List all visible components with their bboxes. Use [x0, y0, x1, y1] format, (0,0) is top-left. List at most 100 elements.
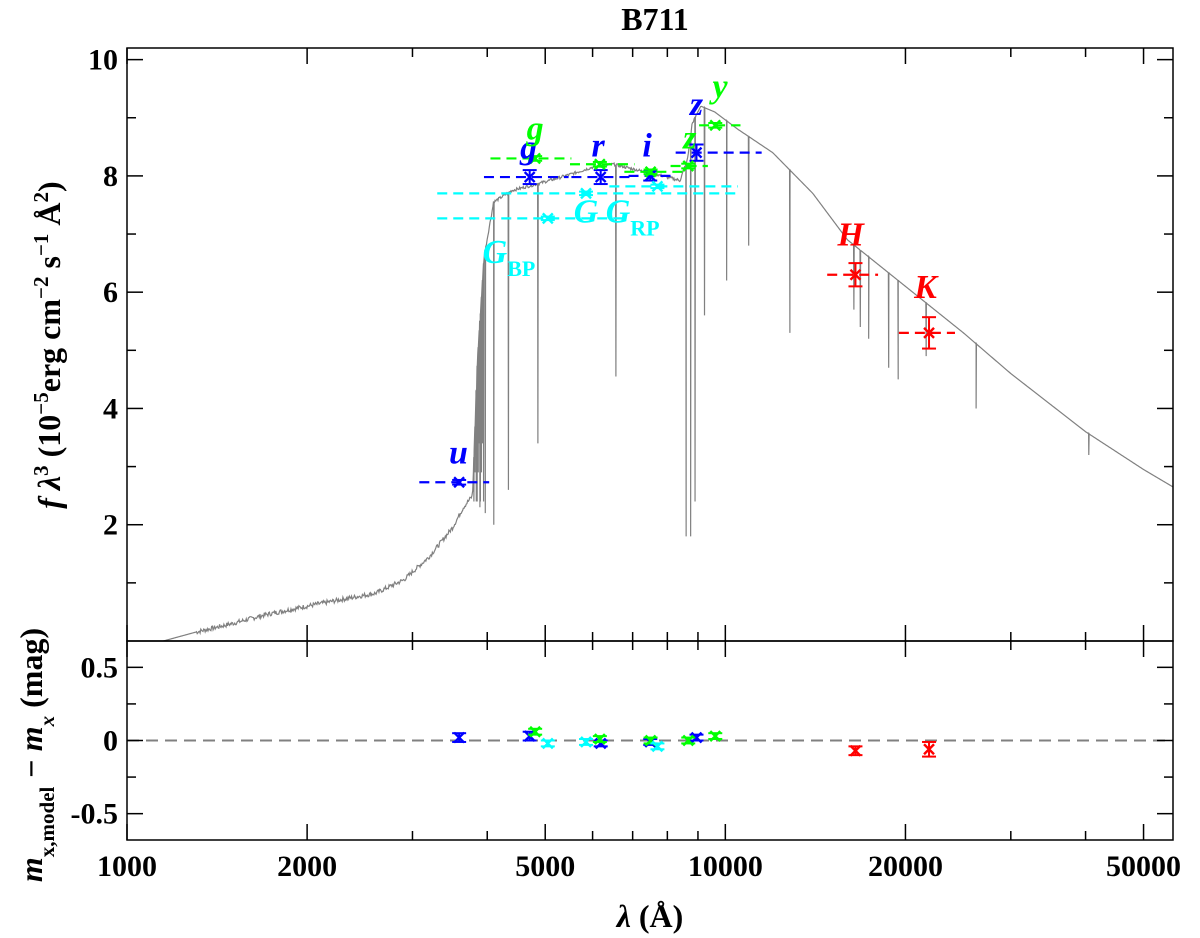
photometry-point-h-13	[827, 262, 879, 288]
top-y-label-part3: s	[31, 256, 67, 276]
data-marker	[541, 212, 554, 225]
bottom-panel-marks	[127, 725, 1173, 758]
residual-point-0	[452, 731, 467, 744]
photometry-point-g-1	[483, 169, 569, 186]
photometry-point-k-14	[898, 316, 955, 350]
band-label-z-4: z	[689, 86, 704, 123]
data-marker	[580, 187, 592, 200]
residual-marker	[453, 731, 465, 744]
bottom-y-label-sub1: x,model	[35, 786, 59, 857]
data-marker	[709, 119, 722, 132]
top-y-label-part5: )	[31, 181, 67, 192]
x-tick-label-2000: 2000	[277, 850, 337, 883]
bottom-panel-ticks: 0.5 0 -0.5	[71, 651, 1173, 831]
top-y-label-part2: erg cm	[31, 299, 67, 393]
photometry-point-z-8	[670, 160, 708, 172]
top-y-label-sup3: −2	[29, 276, 53, 298]
top-panel-ticks: 2 4 6 8 10	[88, 44, 1173, 584]
band-label-y-7: y	[709, 68, 729, 105]
residual-point-14	[922, 740, 937, 758]
residual-point-4	[689, 731, 704, 744]
bottom-y-tick-label-0: 0	[103, 725, 118, 758]
x-tick-label-5000: 5000	[515, 850, 575, 883]
data-marker	[682, 160, 695, 172]
residual-marker	[594, 733, 606, 745]
residual-marker	[682, 734, 695, 747]
residual-point-13	[848, 744, 863, 757]
band-label-r-2: r	[592, 128, 606, 165]
top-y-label-sup2: −5	[29, 392, 53, 414]
top-y-label-lead: f λ	[31, 476, 67, 509]
data-marker	[690, 146, 703, 159]
x-axis-label: λ (Å)	[615, 898, 684, 934]
photometry-point-r-6	[569, 158, 635, 171]
residual-point-12	[650, 740, 665, 753]
x-axis-label-main: λ	[615, 898, 631, 934]
band-label-z-6: z	[682, 120, 697, 157]
residual-marker	[709, 730, 722, 742]
bottom-y-label-lead: m	[13, 857, 49, 882]
photometry-point-i-7	[624, 165, 684, 178]
residual-marker	[849, 744, 862, 757]
photometry-point-u-0	[419, 476, 490, 489]
band-label-i-3: i	[642, 128, 652, 165]
top-y-tick-label-6: 6	[103, 276, 118, 309]
top-y-axis-label: f λ3 (10−5erg cm−2 s−1 Å2)	[29, 181, 67, 508]
residual-point-6	[592, 733, 607, 745]
top-y-label-part1: (10	[31, 415, 67, 466]
photometry-point-g-5	[490, 152, 572, 165]
x-axis-ticks: 1000 2000 5000 10000 20000 50000	[97, 48, 1181, 883]
photometry-point-y-9	[699, 119, 741, 132]
top-y-tick-label-4: 4	[103, 392, 118, 425]
band-label-subscript: BP	[507, 256, 535, 281]
bottom-y-label-mid: − m	[13, 726, 49, 786]
residual-point-11	[579, 736, 594, 748]
top-y-tick-label-10: 10	[88, 44, 118, 77]
photometry-point-g-bp-11	[437, 212, 626, 225]
x-tick-label-20000: 20000	[868, 850, 943, 883]
band-label-H-11: H	[836, 217, 865, 254]
bottom-y-axis-label: mx,model − mx (mag)	[13, 628, 59, 882]
bottom-panel: 0.5 0 -0.5	[71, 640, 1174, 841]
top-y-label-sup5: 2	[29, 192, 53, 203]
residual-marker	[541, 737, 554, 750]
bottom-y-tick-label--0.5: -0.5	[71, 798, 119, 831]
data-marker	[644, 165, 657, 178]
data-marker	[529, 152, 541, 165]
residual-point-10	[540, 737, 555, 750]
data-marker	[923, 327, 935, 339]
band-label-g-1: g	[519, 129, 537, 166]
bottom-y-label-sub2: x	[35, 716, 59, 728]
band-label-G-8: G	[574, 193, 599, 230]
data-marker	[849, 268, 862, 281]
band-label-subscript: RP	[630, 215, 659, 240]
photometry-point-r-2	[571, 169, 631, 186]
band-label-G-rp-10: GRP	[606, 193, 660, 240]
data-marker	[453, 476, 465, 489]
residual-point-9	[708, 730, 723, 742]
bottom-y-label-tail: (mag)	[13, 628, 49, 716]
residual-marker	[580, 736, 592, 748]
band-label-u-0: u	[449, 435, 468, 472]
residual-point-5	[528, 725, 543, 738]
residual-marker	[651, 740, 664, 753]
model-spectrum-line	[163, 105, 1173, 641]
data-marker	[523, 171, 536, 183]
x-axis-label-rest: (Å)	[631, 898, 683, 934]
residual-marker	[529, 725, 541, 738]
photometry-point-g-rp-12	[609, 180, 739, 193]
top-y-label-sup4: −1	[29, 234, 53, 256]
top-y-tick-label-2: 2	[103, 509, 118, 542]
data-marker	[594, 171, 607, 183]
residual-marker	[923, 743, 935, 756]
chart-title: B711	[621, 1, 689, 37]
x-tick-label-50000: 50000	[1106, 850, 1181, 883]
top-y-label-sup1: 3	[29, 465, 53, 476]
data-marker	[594, 158, 606, 171]
x-tick-label-10000: 10000	[688, 850, 763, 883]
photometry-point-g-10	[437, 187, 739, 200]
top-y-tick-label-8: 8	[103, 160, 118, 193]
residual-point-8	[681, 734, 696, 747]
